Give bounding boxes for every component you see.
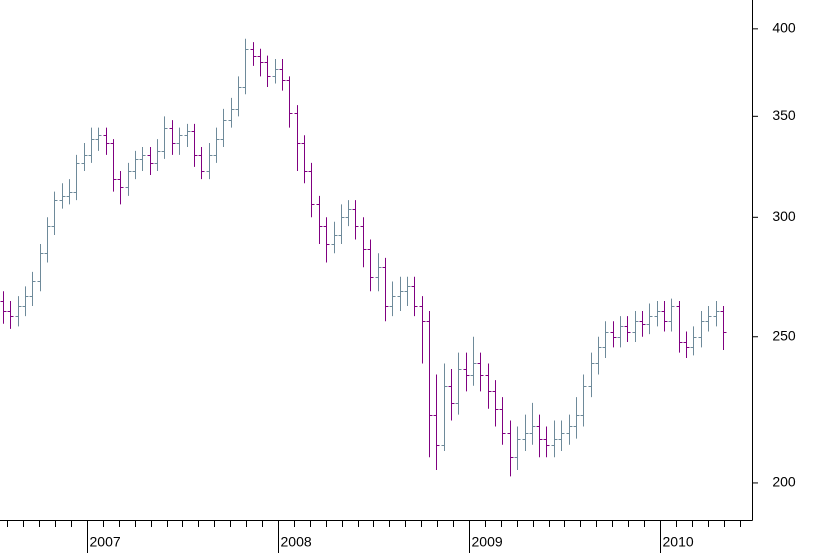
y-tick-label: 300: [772, 208, 796, 224]
x-tick-label: 2010: [663, 534, 694, 550]
y-tick-label: 200: [772, 474, 796, 490]
x-tick-label: 2007: [90, 534, 121, 550]
y-tick-label: 400: [772, 20, 796, 36]
y-tick-label: 350: [772, 107, 796, 123]
x-tick-label: 2009: [472, 534, 503, 550]
y-tick-label: 250: [772, 327, 796, 343]
x-tick-label: 2008: [281, 534, 312, 550]
